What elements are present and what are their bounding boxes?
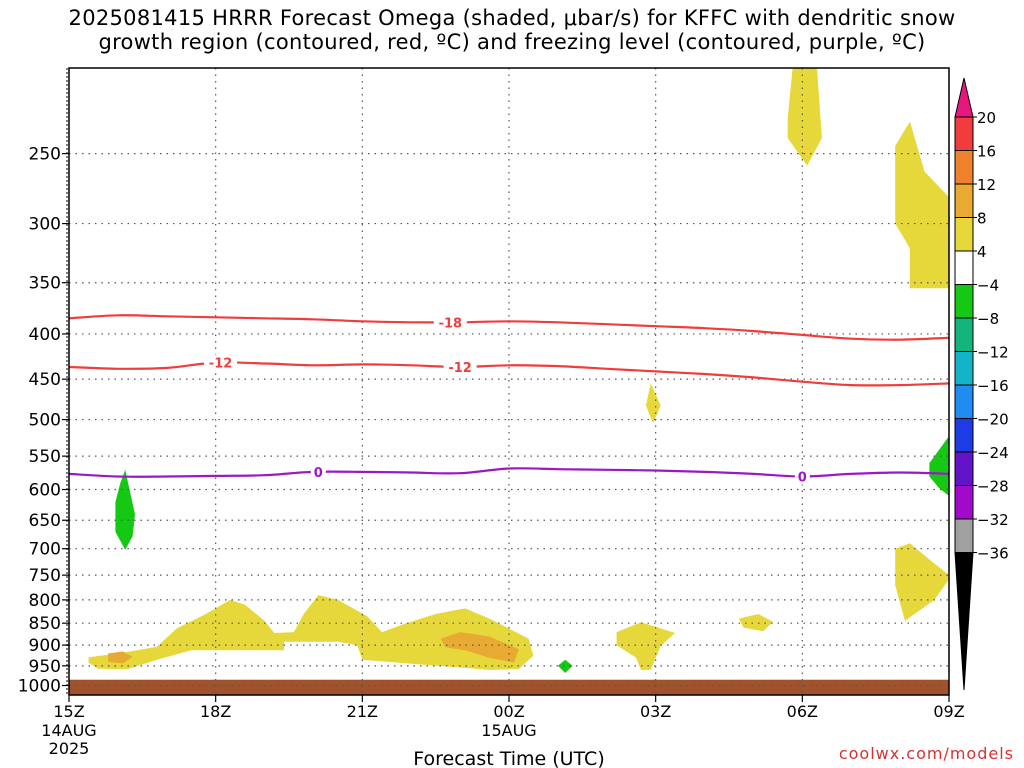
y-tick-label-550: 550 xyxy=(29,447,61,467)
omega-region-3 xyxy=(616,622,676,670)
x-tick-label-18Z: 18Z xyxy=(200,702,231,721)
contour-label-bg-2-0 xyxy=(310,463,326,480)
colorbar-label-6: −8 xyxy=(977,310,999,328)
x-tick-label-00Z: 00Z xyxy=(493,702,524,721)
pressure-axis: 2503003504004505005506006507007508008509… xyxy=(18,145,69,697)
x-tick-sublabel-00Z-0: 15AUG xyxy=(481,721,536,740)
temperature-contours: -18 -12 -12 0 0 xyxy=(68,314,950,486)
y-tick-label-400: 400 xyxy=(29,325,61,345)
colorbar-bin-3 xyxy=(954,217,974,252)
colorbar-bin-1 xyxy=(954,150,974,185)
colorbar-label-12: −32 xyxy=(977,511,1009,529)
omega-region-8 xyxy=(895,543,949,621)
x-tick-label-15Z: 15Z xyxy=(53,702,84,721)
omega-region-2 xyxy=(108,651,133,664)
contour-label-1-0: -12 xyxy=(209,357,233,372)
chart-title-line-1: 2025081415 HRRR Forecast Omega (shaded, … xyxy=(68,6,956,30)
colorbar-label-1: 16 xyxy=(977,143,996,161)
colorbar-bottom-arrow xyxy=(954,552,974,691)
colorbar-bin-10 xyxy=(954,451,974,486)
contour-label-1-1: -12 xyxy=(448,361,472,376)
y-tick-label-250: 250 xyxy=(29,145,61,165)
watermark: coolwx.com/models xyxy=(838,744,1014,763)
contour-label-2-0: 0 xyxy=(314,466,323,481)
colorbar-label-5: −4 xyxy=(977,277,999,295)
y-tick-label-350: 350 xyxy=(29,274,61,294)
y-tick-label-900: 900 xyxy=(29,636,61,656)
colorbar-label-8: −16 xyxy=(977,377,1009,395)
contour-label-0-0: -18 xyxy=(439,316,463,331)
y-tick-label-300: 300 xyxy=(29,215,61,235)
colorbar-bin-6 xyxy=(954,317,974,352)
contour-label-bg-2-1 xyxy=(794,468,810,485)
colorbar-label-0: 20 xyxy=(977,109,996,127)
contour-label-2-1: 0 xyxy=(798,471,807,486)
y-tick-label-950: 950 xyxy=(29,657,61,677)
ground-layer xyxy=(69,679,949,695)
omega-region-6 xyxy=(787,68,822,166)
chart-title: 2025081415 HRRR Forecast Omega (shaded, … xyxy=(0,6,1024,54)
colorbar-bin-12 xyxy=(954,518,974,553)
colorbar-bin-2 xyxy=(954,183,974,218)
x-tick-label-21Z: 21Z xyxy=(347,702,378,721)
chart-title-line-2: growth region (contoured, red, ºC) and f… xyxy=(98,30,926,54)
colorbar-label-4: 4 xyxy=(977,243,987,261)
colorbar-bin-9 xyxy=(954,418,974,453)
colorbar-bin-8 xyxy=(954,384,974,419)
colorbar-label-3: 8 xyxy=(977,210,987,228)
colorbar-label-10: −24 xyxy=(977,444,1009,462)
contour-line-0 xyxy=(68,314,950,341)
y-tick-label-800: 800 xyxy=(29,591,61,611)
y-tick-label-600: 600 xyxy=(29,481,61,501)
colorbar-bin-0 xyxy=(954,116,974,151)
omega-region-0 xyxy=(88,595,534,670)
contour-label-bg-0-0 xyxy=(433,314,467,331)
y-tick-label-750: 750 xyxy=(29,566,61,586)
plot-frame xyxy=(68,67,950,696)
y-tick-label-450: 450 xyxy=(29,370,61,390)
omega-region-10 xyxy=(557,659,573,673)
omega-region-1 xyxy=(440,632,519,663)
colorbar: 20 16 12 8 4 −4 −8 −12 −16 −20 −24 −28 −32 −36 xyxy=(954,77,1009,691)
x-tick-label-03Z: 03Z xyxy=(640,702,671,721)
x-tick-label-09Z: 09Z xyxy=(933,702,964,721)
colorbar-top-arrow xyxy=(954,77,974,118)
y-tick-label-650: 650 xyxy=(29,511,61,531)
colorbar-bin-4 xyxy=(954,250,974,285)
y-tick-label-700: 700 xyxy=(29,540,61,560)
y-tick-label-500: 500 xyxy=(29,411,61,431)
colorbar-label-7: −12 xyxy=(977,344,1009,362)
omega-region-5 xyxy=(645,383,661,424)
x-axis-label: Forecast Time (UTC) xyxy=(413,748,604,768)
x-tick-label-06Z: 06Z xyxy=(787,702,818,721)
omega-region-7 xyxy=(895,121,949,289)
omega-region-4 xyxy=(738,614,773,632)
colorbar-bin-11 xyxy=(954,485,974,520)
omega-shaded-regions xyxy=(88,68,949,673)
contour-label-bg-1-1 xyxy=(443,359,477,376)
omega-region-11 xyxy=(929,436,949,496)
colorbar-label-2: 12 xyxy=(977,176,996,194)
colorbar-label-13: −36 xyxy=(977,545,1009,563)
colorbar-label-9: −20 xyxy=(977,411,1009,429)
omega-region-9 xyxy=(115,469,135,550)
colorbar-bin-7 xyxy=(954,351,974,386)
colorbar-label-11: −28 xyxy=(977,478,1009,496)
contour-label-bg-1-0 xyxy=(204,354,238,371)
y-tick-label-850: 850 xyxy=(29,614,61,634)
x-tick-sublabel-15Z-0: 14AUG xyxy=(41,721,96,740)
x-tick-sublabel-15Z-1: 2025 xyxy=(49,739,90,758)
colorbar-bin-5 xyxy=(954,284,974,319)
y-tick-label-1000: 1000 xyxy=(18,677,61,697)
